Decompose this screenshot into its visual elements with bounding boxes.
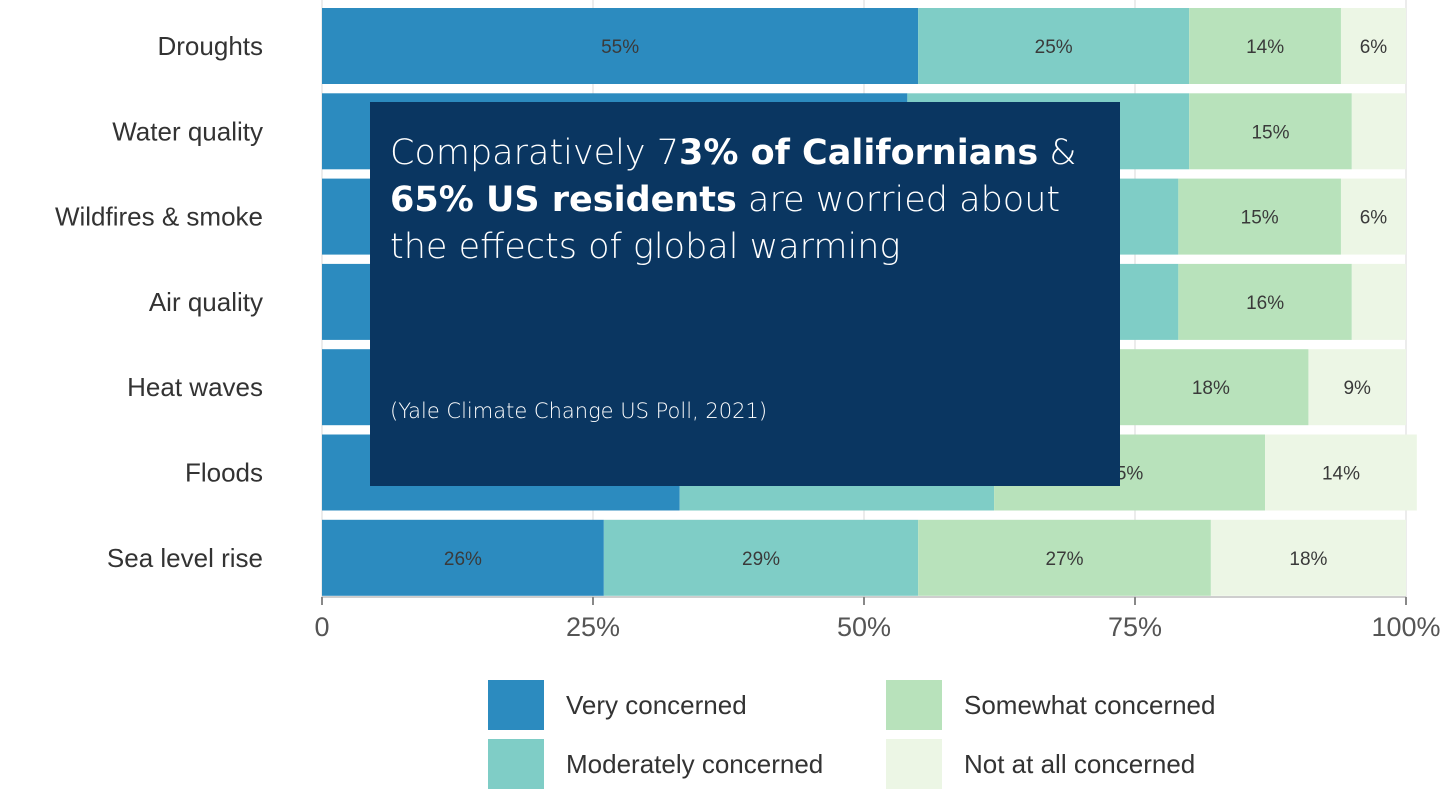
x-tick-label-3: 75% [1108,612,1162,642]
legend-label-very-concerned: Very concerned [566,689,747,720]
bar-segment-6-1 [603,519,919,596]
bar-segment-6-3 [1210,519,1406,596]
bar-segment-2-3 [1340,178,1406,255]
bar-segment-6-0 [322,519,604,596]
legend: Very concerned Moderately concerned Some… [488,680,1308,790]
bar-segment-6-2 [918,519,1211,596]
bar-label-5-2: 5% [1116,464,1144,485]
bar-segment-4-2 [1113,349,1309,426]
bar-label-4-2: 18% [1192,378,1230,399]
bar-label-0-1: 25% [1035,37,1073,58]
legend-swatch-not-at-all-concerned [886,739,942,789]
bar-segment-0-1 [918,8,1190,84]
category-label-5: Floods [185,458,263,488]
legend-label-moderately-concerned: Moderately concerned [566,748,824,779]
legend-item-somewhat-concerned: Somewhat concerned [886,680,1215,730]
bar-label-0-2: 14% [1246,37,1284,58]
callout-source: (Yale Climate Change US Poll, 2021) [390,399,768,423]
callout-box: Comparatively 73% of Californians & 65% … [370,102,1120,486]
legend-swatch-somewhat-concerned [886,680,942,730]
category-label-4: Heat waves [127,372,263,402]
callout-text-part2: 3% of Californians [678,133,1039,173]
callout-text-part3: & [1038,133,1077,173]
category-label-6: Sea level rise [107,543,263,573]
bar-segment-1-2 [1189,93,1352,170]
bar-label-6-2: 27% [1046,549,1084,570]
x-tick-label-0: 0 [314,612,329,642]
bar-label-1-2: 15% [1251,122,1289,143]
bar-label-0-3: 6% [1360,37,1388,58]
bar-segment-2-2 [1178,178,1341,255]
bar-label-6-0: 26% [444,549,482,570]
bar-segment-0-2 [1189,8,1341,84]
legend-swatch-moderately-concerned [488,739,544,789]
bar-label-5-3: 14% [1322,464,1360,485]
category-label-2: Wildfires & smoke [55,202,263,232]
category-label-0: Droughts [158,31,264,61]
bar-segment-4-3 [1308,349,1406,426]
legend-item-not-at-all-concerned: Not at all concerned [886,739,1195,789]
legend-item-moderately-concerned: Moderately concerned [488,739,823,789]
bar-segment-0-3 [1340,8,1406,84]
bar-label-0-0: 55% [601,37,639,58]
bar-label-3-2: 16% [1246,293,1284,314]
legend-item-very-concerned: Very concerned [488,680,747,730]
callout-text: Comparatively 73% of Californians & 65% … [390,130,1100,271]
bar-label-2-3: 6% [1360,208,1388,229]
bar-segment-5-3 [1265,434,1417,511]
bar-segment-3-2 [1178,263,1352,340]
legend-label-somewhat-concerned: Somewhat concerned [964,689,1216,720]
callout-text-part5: are worried about the effects of global … [390,180,1061,267]
x-tick-label-4: 100% [1371,612,1440,642]
legend-label-not-at-all-concerned: Not at all concerned [964,748,1196,779]
bar-label-4-3: 9% [1343,378,1371,399]
x-tick-label-2: 50% [837,612,891,642]
bar-segment-0-0 [322,8,919,84]
bar-segment-1-3 [1351,93,1406,170]
bar-label-6-1: 29% [742,549,780,570]
callout-text-part4: 65% US residents [390,180,737,220]
bar-segment-3-3 [1351,263,1406,340]
bar-label-6-3: 18% [1289,549,1327,570]
category-label-1: Water quality [112,116,263,146]
bar-label-2-2: 15% [1241,208,1279,229]
category-label-3: Air quality [149,287,263,317]
callout-text-part1: Comparatively 7 [390,133,679,173]
legend-swatch-very-concerned [488,680,544,730]
x-tick-label-1: 25% [566,612,620,642]
